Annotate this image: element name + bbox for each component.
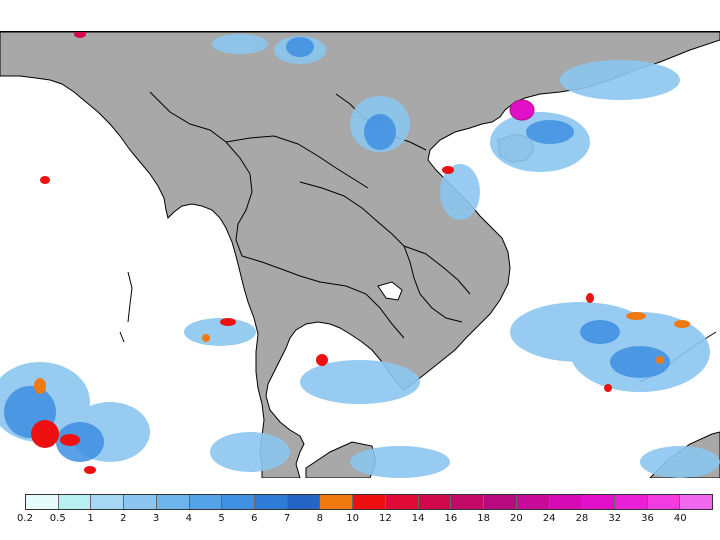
color-legend <box>25 494 713 510</box>
legend-swatch <box>451 495 485 509</box>
land-mainland <box>0 32 720 478</box>
legend-tick-label: 36 <box>641 513 654 524</box>
legend-tick-label: 16 <box>444 513 458 524</box>
rainfall-map <box>0 31 720 478</box>
legend-swatch <box>484 495 517 509</box>
legend-tick-label: 2 <box>120 513 127 524</box>
legend-tick-label: 0.2 <box>17 513 33 524</box>
rain-orange <box>34 312 690 394</box>
legend-tick-label: 24 <box>542 513 556 524</box>
legend-tick-label: 28 <box>575 513 589 524</box>
legend-swatch <box>353 495 386 509</box>
legend-tick-label: 20 <box>510 513 523 524</box>
legend-swatch <box>385 495 419 509</box>
rainfall-map-canvas <box>0 32 720 478</box>
legend-swatch <box>614 495 648 509</box>
legend-tick-label: 14 <box>411 513 425 524</box>
legend-tick-label: 0.5 <box>49 513 66 524</box>
legend-swatch <box>222 495 256 509</box>
legend-swatch <box>549 495 583 509</box>
legend-swatch <box>255 495 288 509</box>
legend-swatch <box>189 495 223 509</box>
legend-swatch <box>58 495 92 509</box>
legend-tick-label: 4 <box>185 513 192 524</box>
legend-tick-label: 3 <box>152 513 160 524</box>
legend-swatch <box>124 495 157 509</box>
legend-tick-label: 10 <box>346 513 359 524</box>
rain-extreme-2 <box>74 32 86 38</box>
land-andaman-islands <box>119 271 133 343</box>
legend-swatch <box>156 495 190 509</box>
rain-light <box>0 34 720 478</box>
legend-tick-label: 6 <box>251 513 258 524</box>
legend-swatch <box>418 495 452 509</box>
legend-swatch <box>680 495 713 509</box>
legend-swatch <box>91 495 125 509</box>
legend-labels: 0.2 0.5 1 2 3 4 5 6 7 8 10 12 14 16 18 20 24 28 32 36 40 <box>0 513 720 529</box>
legend-swatch <box>516 495 550 509</box>
legend-tick-label: 40 <box>673 513 687 524</box>
legend-tick-label: 1 <box>87 513 94 524</box>
legend-tick-label: 12 <box>379 513 392 524</box>
legend-tick-label: 7 <box>283 513 291 524</box>
rain-extreme <box>509 99 535 121</box>
lake-tonle-sap <box>377 281 403 301</box>
legend-swatch <box>26 495 59 509</box>
legend-swatch <box>647 495 681 509</box>
legend-swatch <box>582 495 615 509</box>
legend-swatch <box>320 495 354 509</box>
legend-tick-label: 5 <box>218 513 225 524</box>
legend-swatch <box>287 495 321 509</box>
legend-tick-label: 32 <box>608 513 622 524</box>
legend-tick-label: 8 <box>316 513 324 524</box>
rain-heavy <box>31 166 612 474</box>
rain-moderate <box>4 37 670 462</box>
legend-tick-label: 18 <box>477 513 491 524</box>
